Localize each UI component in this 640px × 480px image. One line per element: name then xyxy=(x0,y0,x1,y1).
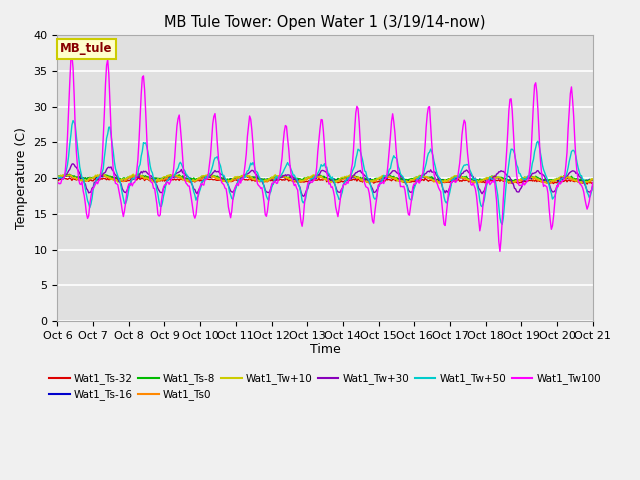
Wat1_Ts-8 xyxy=(221,177,229,182)
Wat1_Tw+30 xyxy=(381,175,388,180)
Wat1_Tw100 xyxy=(589,180,596,186)
Wat1_Ts-32 xyxy=(354,176,362,182)
Wat1_Ts0 xyxy=(99,172,107,178)
Wat1_Tw100 xyxy=(542,183,550,189)
Wat1_Tw+50 xyxy=(499,221,506,227)
Wat1_Ts-32 xyxy=(66,175,74,181)
Wat1_Ts0 xyxy=(544,180,552,186)
Wat1_Tw+10 xyxy=(280,173,288,179)
Wat1_Tw100 xyxy=(380,180,388,186)
Wat1_Ts-16 xyxy=(67,172,75,178)
Wat1_Tw+30 xyxy=(54,176,61,181)
Wat1_Tw+10 xyxy=(380,174,388,180)
Text: MB_tule: MB_tule xyxy=(60,42,113,56)
Line: Wat1_Tw+30: Wat1_Tw+30 xyxy=(58,164,593,196)
Wat1_Tw+50 xyxy=(69,118,77,123)
Wat1_Tw+30 xyxy=(355,168,363,174)
Wat1_Tw100 xyxy=(354,106,362,111)
Wat1_Ts-32 xyxy=(583,181,591,187)
Wat1_Ts0 xyxy=(589,177,596,183)
Wat1_Ts0 xyxy=(380,175,388,180)
Wat1_Ts-16 xyxy=(448,178,456,184)
Wat1_Tw+10 xyxy=(436,180,444,186)
Line: Wat1_Ts0: Wat1_Ts0 xyxy=(58,175,593,183)
Wat1_Tw+10 xyxy=(54,174,61,180)
Wat1_Ts-16 xyxy=(541,179,548,184)
Wat1_Ts-8 xyxy=(280,174,288,180)
Wat1_Tw+10 xyxy=(589,176,596,182)
Wat1_Ts-8 xyxy=(54,174,61,180)
Wat1_Ts-16 xyxy=(589,177,596,182)
Wat1_Ts-16 xyxy=(582,180,590,185)
Wat1_Ts-32 xyxy=(221,178,229,184)
Wat1_Ts0 xyxy=(221,178,229,184)
Y-axis label: Temperature (C): Temperature (C) xyxy=(15,127,28,229)
Wat1_Tw+50 xyxy=(589,185,596,191)
Wat1_Ts0 xyxy=(541,180,548,185)
Wat1_Ts-8 xyxy=(541,177,548,182)
Wat1_Tw+30 xyxy=(449,178,457,184)
Wat1_Tw+10 xyxy=(542,178,550,184)
Wat1_Tw+30 xyxy=(300,193,307,199)
Line: Wat1_Tw100: Wat1_Tw100 xyxy=(58,56,593,252)
Wat1_Ts-8 xyxy=(380,174,388,180)
Wat1_Tw100 xyxy=(280,129,288,134)
Wat1_Ts-8 xyxy=(581,178,589,184)
X-axis label: Time: Time xyxy=(310,344,340,357)
Wat1_Tw100 xyxy=(68,53,76,59)
Line: Wat1_Tw+50: Wat1_Tw+50 xyxy=(58,120,593,224)
Wat1_Tw100 xyxy=(54,181,61,187)
Wat1_Ts-32 xyxy=(54,177,61,183)
Wat1_Ts-8 xyxy=(354,174,362,180)
Wat1_Tw+50 xyxy=(542,173,550,179)
Wat1_Tw+10 xyxy=(449,175,457,180)
Wat1_Ts-32 xyxy=(541,180,548,185)
Wat1_Ts0 xyxy=(448,176,456,181)
Wat1_Ts0 xyxy=(354,175,362,181)
Wat1_Tw+50 xyxy=(354,146,362,152)
Wat1_Ts-16 xyxy=(354,175,362,180)
Wat1_Tw+30 xyxy=(280,173,288,179)
Wat1_Ts-32 xyxy=(589,180,596,185)
Wat1_Ts-16 xyxy=(221,177,229,182)
Wat1_Tw+50 xyxy=(221,175,229,181)
Wat1_Ts0 xyxy=(280,174,288,180)
Line: Wat1_Ts-16: Wat1_Ts-16 xyxy=(58,175,593,182)
Wat1_Tw+50 xyxy=(54,174,61,180)
Wat1_Tw+30 xyxy=(221,176,229,182)
Wat1_Ts-16 xyxy=(380,174,388,180)
Line: Wat1_Ts-8: Wat1_Ts-8 xyxy=(58,174,593,181)
Wat1_Ts-8 xyxy=(448,175,456,180)
Wat1_Tw+10 xyxy=(221,178,229,183)
Legend: Wat1_Ts-32, Wat1_Ts-16, Wat1_Ts-8, Wat1_Ts0, Wat1_Tw+10, Wat1_Tw+30, Wat1_Tw+50,: Wat1_Ts-32, Wat1_Ts-16, Wat1_Ts-8, Wat1_… xyxy=(45,369,605,405)
Wat1_Ts-16 xyxy=(280,174,288,180)
Wat1_Ts0 xyxy=(54,175,61,181)
Wat1_Tw+50 xyxy=(280,167,288,172)
Wat1_Ts-32 xyxy=(380,179,388,184)
Wat1_Tw+30 xyxy=(69,161,77,167)
Wat1_Tw+10 xyxy=(354,174,362,180)
Wat1_Tw+30 xyxy=(542,177,550,182)
Wat1_Ts-8 xyxy=(589,177,596,182)
Wat1_Tw+30 xyxy=(589,183,596,189)
Wat1_Ts-8 xyxy=(135,171,143,177)
Wat1_Ts-16 xyxy=(54,176,61,181)
Wat1_Tw+50 xyxy=(448,178,456,183)
Line: Wat1_Tw+10: Wat1_Tw+10 xyxy=(58,174,593,183)
Wat1_Tw+50 xyxy=(380,172,388,178)
Wat1_Tw100 xyxy=(448,180,456,185)
Wat1_Tw100 xyxy=(221,185,229,191)
Wat1_Tw100 xyxy=(496,249,504,254)
Wat1_Tw+10 xyxy=(99,171,107,177)
Title: MB Tule Tower: Open Water 1 (3/19/14-now): MB Tule Tower: Open Water 1 (3/19/14-now… xyxy=(164,15,486,30)
Wat1_Ts-32 xyxy=(280,177,288,183)
Wat1_Ts-32 xyxy=(448,179,456,185)
Line: Wat1_Ts-32: Wat1_Ts-32 xyxy=(58,178,593,184)
